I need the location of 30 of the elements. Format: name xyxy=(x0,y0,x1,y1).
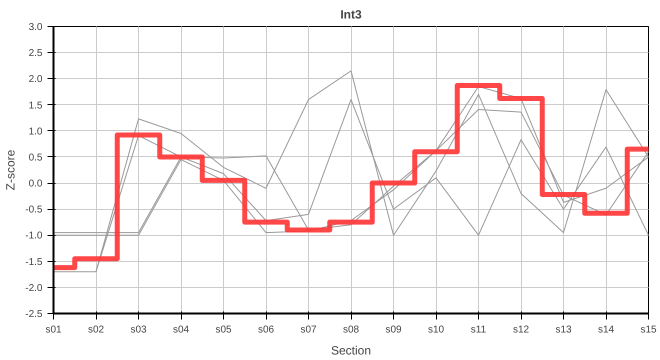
y-tick-label: 1.5 xyxy=(28,100,43,112)
x-tick-label: s03 xyxy=(130,324,147,336)
x-tick-label: s01 xyxy=(45,324,62,336)
x-axis-title: Section xyxy=(330,344,372,358)
chart-title: Int3 xyxy=(340,8,362,22)
x-tick-label: s14 xyxy=(598,324,614,336)
x-tick-label: s05 xyxy=(215,324,232,336)
y-tick-label: -2.5 xyxy=(25,309,43,320)
y-tick-label: -0.5 xyxy=(25,204,43,216)
x-tick-label: s02 xyxy=(88,324,104,336)
x-tick-label: s15 xyxy=(640,324,657,336)
y-tick-label: 2.0 xyxy=(28,74,43,86)
y-tick-label: 3.0 xyxy=(28,22,43,33)
y-tick-label: -1.0 xyxy=(25,230,43,242)
y-tick-label: -2.0 xyxy=(25,282,43,294)
x-tick-label: s12 xyxy=(512,324,530,336)
y-tick-label: 1.0 xyxy=(28,126,43,138)
x-tick-label: s07 xyxy=(300,324,317,336)
x-tick-label: s11 xyxy=(470,324,487,336)
x-tick-label: s06 xyxy=(258,324,274,336)
x-tick-label: s04 xyxy=(172,324,190,336)
x-tick-label: s10 xyxy=(428,324,444,336)
x-tick-label: s13 xyxy=(555,324,572,336)
y-axis-title: Z-score xyxy=(3,149,18,190)
y-tick-label: 2.5 xyxy=(28,48,43,60)
y-tick-label: 0.0 xyxy=(28,178,43,190)
x-tick-label: s08 xyxy=(342,324,360,336)
y-tick-label: 0.5 xyxy=(28,152,43,164)
y-tick-label: -1.5 xyxy=(25,256,43,268)
x-tick-label: s09 xyxy=(385,324,402,336)
